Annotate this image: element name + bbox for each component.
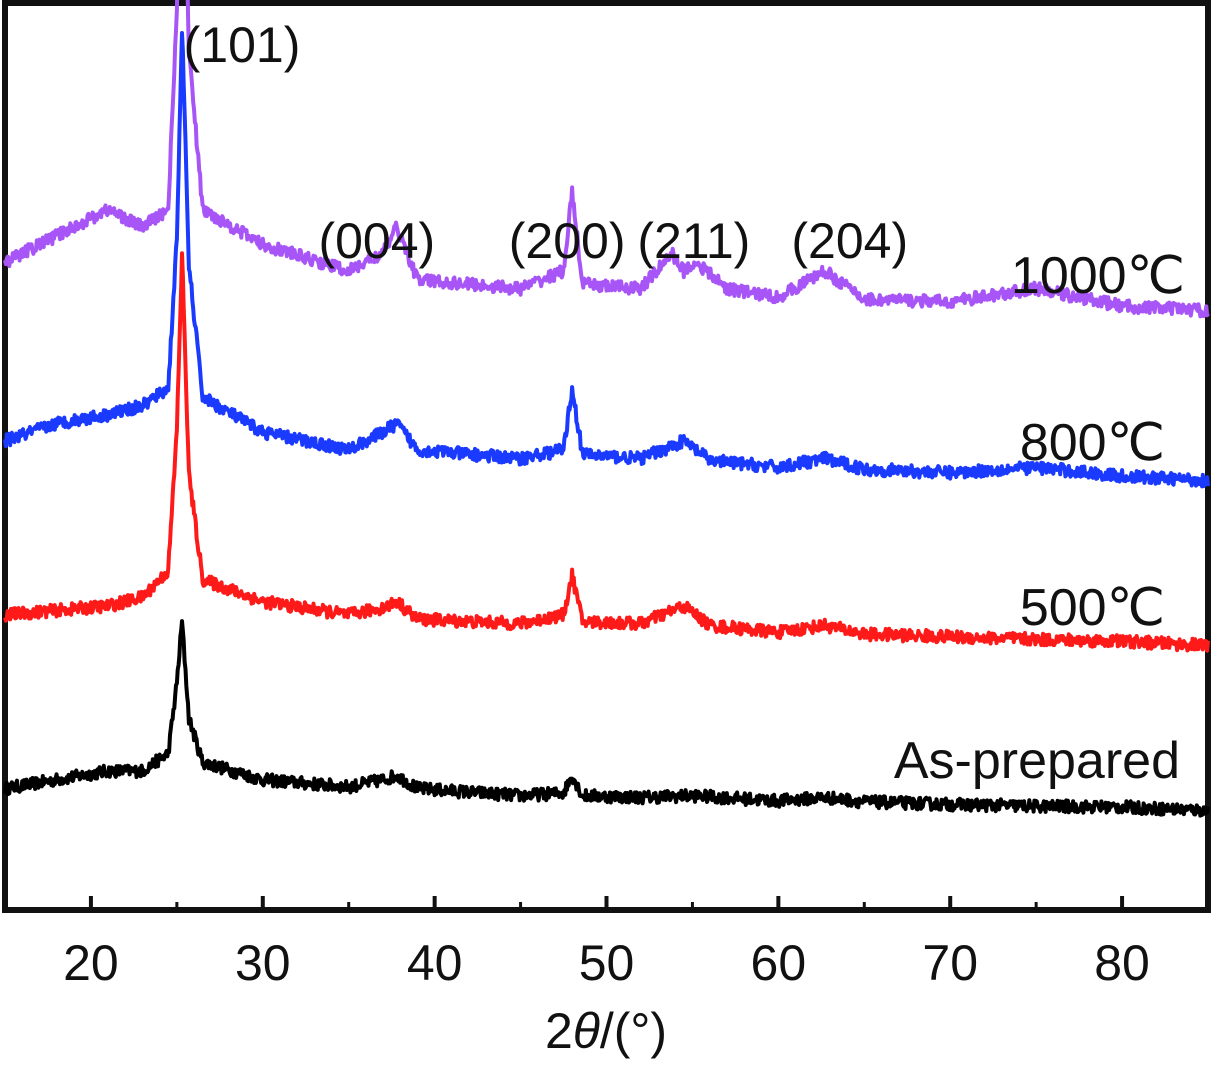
x-axis-title-suffix: /(°) [600,1003,667,1059]
x-tick-label: 70 [922,935,978,991]
series-line-0 [3,619,1210,818]
x-tick-label: 20 [63,935,119,991]
peak-label: (204) [791,213,908,269]
series-label-2: 800℃ [1020,414,1165,472]
series-label-3: 1000℃ [1011,247,1185,305]
x-axis-ticks: 20 30 40 50 60 70 80 [63,896,1150,991]
x-tick-label: 40 [407,935,463,991]
peak-label: (101) [184,17,301,73]
series-labels: As-prepared 500℃ 800℃ 1000℃ [894,247,1185,790]
peak-label: (211) [637,213,750,269]
x-tick-label: 60 [751,935,807,991]
x-tick-label: 30 [235,935,291,991]
series-label-0: As-prepared [894,732,1180,790]
x-axis-title-prefix: 2 [545,1003,573,1059]
x-axis-title: 2θ/(°) [545,1003,667,1059]
x-tick-label: 50 [579,935,635,991]
series-line-2 [3,31,1210,489]
peak-label: (004) [318,213,435,269]
peak-label: (200) [509,213,626,269]
series-label-1: 500℃ [1020,579,1165,637]
series-line-3 [3,0,1210,319]
series-line-1 [3,251,1210,653]
x-axis-title-symbol: θ [573,1003,600,1059]
peak-labels: (101) (004) (200) (211) (204) [184,17,908,269]
x-tick-label: 80 [1094,935,1150,991]
series-layer [3,0,1210,818]
